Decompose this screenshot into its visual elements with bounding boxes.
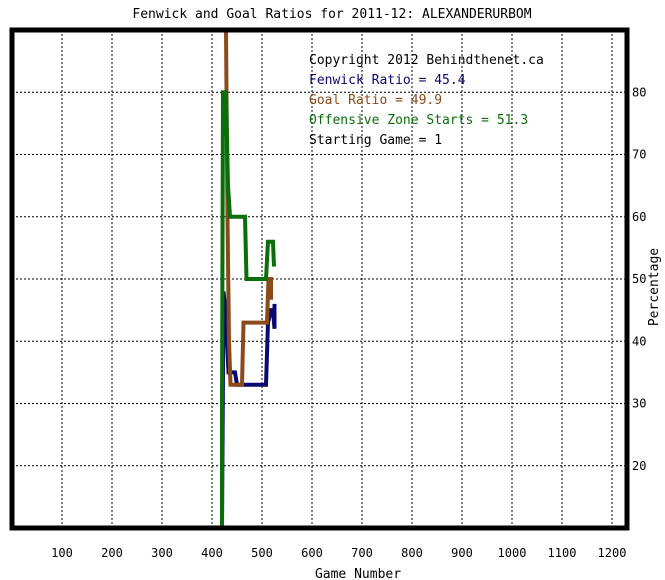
goal-series-line	[224, 28, 273, 387]
y-tick-label: 20	[632, 459, 646, 473]
x-tick-label: 1000	[498, 546, 527, 560]
x-tick-label: 100	[51, 546, 73, 560]
plot-frame	[9, 27, 630, 531]
y-tick-label: 60	[632, 210, 646, 224]
x-tick-label: 900	[451, 546, 473, 560]
y-axis-label: Percentage	[647, 248, 662, 326]
y-tick-label: 30	[632, 397, 646, 411]
x-axis-label: Game Number	[315, 567, 401, 580]
y-tick-labels: 20 30 40 50 60 70 80	[632, 85, 646, 473]
x-tick-label: 400	[201, 546, 223, 560]
x-tick-label: 200	[101, 546, 123, 560]
y-tick-label: 50	[632, 272, 646, 286]
info-ozs: Offensive Zone Starts = 51.3	[309, 113, 528, 128]
info-goal-ratio: Goal Ratio = 49.9	[309, 93, 442, 108]
info-copyright: Copyright 2012 Behindthenet.ca	[309, 53, 544, 68]
info-starting-game: Starting Game = 1	[309, 133, 442, 148]
ozs-series-line	[220, 90, 276, 528]
x-tick-label: 500	[251, 546, 273, 560]
x-tick-label: 1100	[548, 546, 577, 560]
y-tick-label: 40	[632, 334, 646, 348]
y-tick-label: 80	[632, 85, 646, 99]
x-tick-label: 1200	[598, 546, 627, 560]
y-tick-label: 70	[632, 148, 646, 162]
series-layer	[220, 28, 277, 529]
x-tick-labels: 100 200 300 400 500 600 700 800 900 1000 1100 1200	[51, 546, 626, 560]
x-tick-label: 800	[401, 546, 423, 560]
x-tick-label: 300	[151, 546, 173, 560]
info-fenwick-ratio: Fenwick Ratio = 45.4	[309, 73, 466, 88]
x-tick-label: 600	[301, 546, 323, 560]
chart-title: Fenwick and Goal Ratios for 2011-12: ALE…	[132, 7, 531, 22]
x-tick-label: 700	[351, 546, 373, 560]
